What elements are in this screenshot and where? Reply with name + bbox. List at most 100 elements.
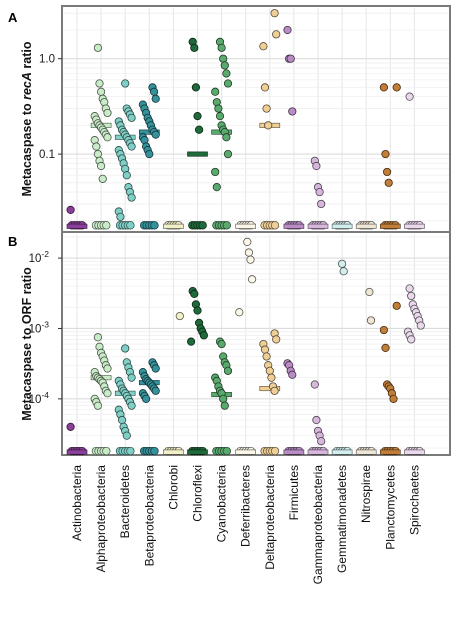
point xyxy=(288,370,297,379)
point xyxy=(93,43,103,52)
point xyxy=(222,69,231,78)
x-tick-label: Firmicutes xyxy=(287,465,301,520)
point xyxy=(97,87,106,96)
point xyxy=(405,284,414,293)
median-bar xyxy=(187,151,208,157)
median-bar xyxy=(66,449,88,455)
point xyxy=(116,212,125,221)
panel-a-ylabel: Metacaspase to recA ratio xyxy=(20,41,34,196)
point xyxy=(190,289,199,298)
point xyxy=(267,373,276,382)
point xyxy=(265,366,274,375)
point xyxy=(392,301,401,310)
point xyxy=(93,149,103,159)
median-bar xyxy=(66,223,88,229)
point xyxy=(151,364,160,373)
point xyxy=(405,92,414,101)
x-tick-label: Deferribacteres xyxy=(239,465,253,547)
x-tick-label: Chloroflexi xyxy=(191,465,205,522)
point xyxy=(95,79,104,88)
point xyxy=(122,431,131,440)
x-tick-label: Bacteroidetes xyxy=(118,465,132,538)
x-tick-label: Deltaproteobacteria xyxy=(263,465,277,570)
point xyxy=(211,87,220,96)
point xyxy=(384,178,393,187)
point xyxy=(93,333,103,342)
point xyxy=(262,104,271,113)
panel-a-marks xyxy=(66,9,425,230)
median-bar xyxy=(331,223,353,229)
point xyxy=(379,325,388,335)
point xyxy=(270,9,279,18)
point xyxy=(127,373,136,382)
median-bar xyxy=(163,223,184,229)
median-bar xyxy=(379,449,401,455)
point xyxy=(235,308,244,317)
point xyxy=(223,79,233,88)
panel-b: 10-410-310-2 B Metacaspase to ORF ratio xyxy=(8,231,451,456)
point xyxy=(151,386,160,395)
point xyxy=(103,364,112,373)
panel-a-label: A xyxy=(8,10,18,25)
point xyxy=(262,352,271,361)
point xyxy=(337,259,347,268)
point xyxy=(195,125,204,134)
point xyxy=(121,79,130,88)
point xyxy=(127,142,136,151)
x-tick-label: Alphaproteobacteria xyxy=(94,465,108,573)
point xyxy=(223,366,233,375)
y-tick-label: 10-2 xyxy=(29,249,50,265)
point xyxy=(286,54,295,63)
point xyxy=(190,43,199,52)
point xyxy=(127,401,136,410)
point xyxy=(272,30,281,39)
x-axis-category-labels: Actinobacteria Alphaproteobacteria Bactero… xyxy=(70,465,421,585)
y-tick-label: 0.1 xyxy=(39,149,55,161)
point xyxy=(317,199,326,209)
point xyxy=(283,25,292,35)
panel-b-label: B xyxy=(8,234,17,249)
x-tick-label: Gemmatimonadetes xyxy=(335,465,349,573)
median-bar xyxy=(283,449,305,455)
point-zero xyxy=(150,221,159,230)
point xyxy=(142,394,151,403)
median-bar xyxy=(235,449,256,455)
point-zero xyxy=(198,221,207,230)
y-tick-exponent: -4 xyxy=(41,390,49,400)
point xyxy=(339,267,348,276)
point xyxy=(103,389,112,398)
x-tick-label: Planctomycetes xyxy=(383,465,397,550)
median-bar xyxy=(163,449,184,455)
point xyxy=(272,335,281,344)
panel-a-yticks: 0.1 1.0 xyxy=(39,54,62,161)
x-tick-label: Spirochaetes xyxy=(407,465,421,535)
point-zero xyxy=(150,446,159,456)
median-bar xyxy=(235,223,256,229)
point xyxy=(199,331,208,340)
point xyxy=(98,174,107,183)
point xyxy=(416,321,425,330)
y-tick-exponent: -3 xyxy=(41,319,49,329)
median-bar xyxy=(355,223,377,229)
median-bar xyxy=(307,449,329,455)
point xyxy=(214,104,223,113)
point xyxy=(191,83,200,92)
y-tick-exponent: -2 xyxy=(41,249,49,259)
median-bar xyxy=(187,449,208,455)
point xyxy=(312,161,321,171)
point xyxy=(365,287,374,297)
point xyxy=(187,337,196,346)
point xyxy=(259,42,268,51)
point xyxy=(222,133,231,142)
point xyxy=(381,149,390,159)
point xyxy=(317,437,326,446)
point xyxy=(127,113,136,122)
point xyxy=(92,142,101,151)
x-tick-label: Betaproteobacteria xyxy=(142,465,156,567)
point xyxy=(264,121,273,130)
point xyxy=(66,422,75,431)
point-zero xyxy=(222,446,231,456)
point xyxy=(223,149,233,159)
panel-a: 0.1 1.0 A Metacaspase to recA ratio xyxy=(8,5,451,233)
